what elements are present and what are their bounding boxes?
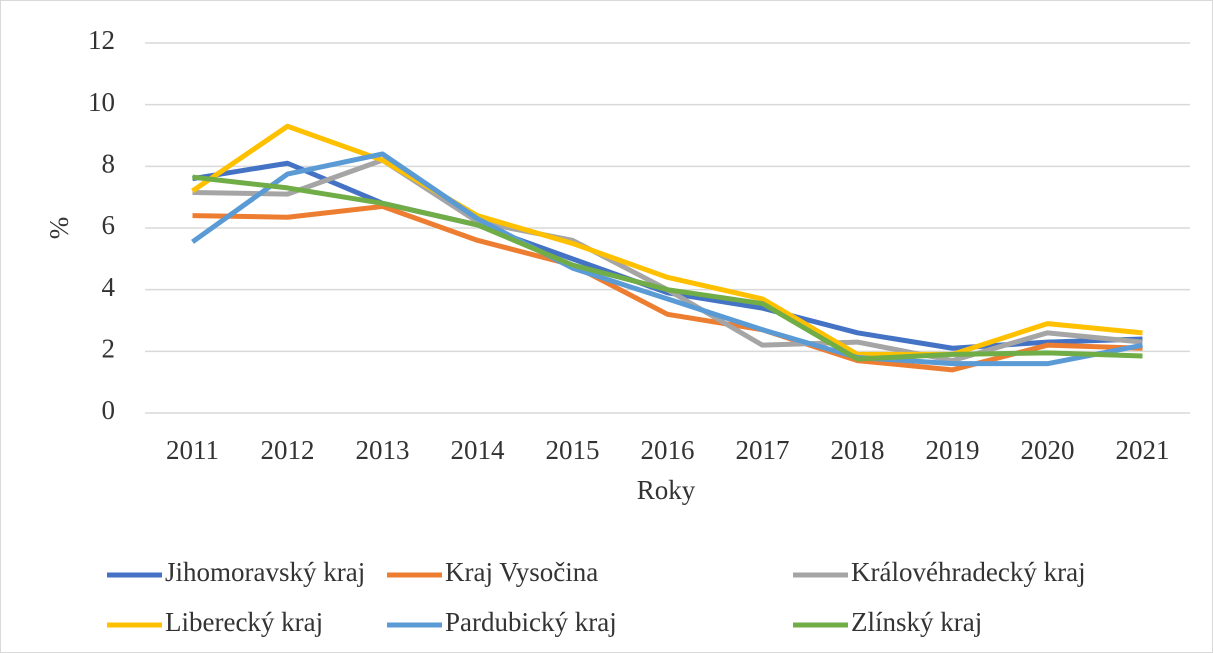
legend-label: Kraj Vysočina (445, 557, 598, 587)
x-tick-label: 2017 (736, 435, 790, 465)
y-tick-label: 12 (88, 25, 115, 55)
x-tick-label: 2015 (546, 435, 600, 465)
x-tick-label: 2012 (261, 435, 315, 465)
y-tick-label: 4 (102, 272, 116, 302)
y-tick-label: 10 (88, 87, 115, 117)
x-tick-label: 2019 (926, 435, 980, 465)
x-tick-label: 2014 (451, 435, 506, 465)
y-tick-label: 0 (102, 395, 116, 425)
legend-label: Jihomoravský kraj (165, 557, 365, 587)
x-tick-label: 2018 (831, 435, 885, 465)
x-axis-label: Roky (637, 475, 696, 505)
x-tick-label: 2013 (356, 435, 410, 465)
y-tick-label: 2 (102, 334, 116, 364)
x-tick-label: 2016 (641, 435, 695, 465)
legend-label: Pardubický kraj (445, 607, 617, 637)
x-tick-label: 2020 (1021, 435, 1075, 465)
y-axis-label: % (44, 217, 74, 240)
legend-label: Královéhradecký kraj (851, 557, 1086, 587)
series-line (191, 151, 1143, 367)
series-line (191, 123, 1143, 357)
legend-label: Liberecký kraj (165, 607, 323, 637)
series-line (192, 174, 1143, 362)
legend-label: Zlínský kraj (851, 607, 982, 637)
y-tick-label: 6 (102, 210, 116, 240)
x-tick-label: 2021 (1116, 435, 1170, 465)
y-tick-label: 8 (102, 149, 116, 179)
x-tick-label: 2011 (166, 435, 219, 465)
